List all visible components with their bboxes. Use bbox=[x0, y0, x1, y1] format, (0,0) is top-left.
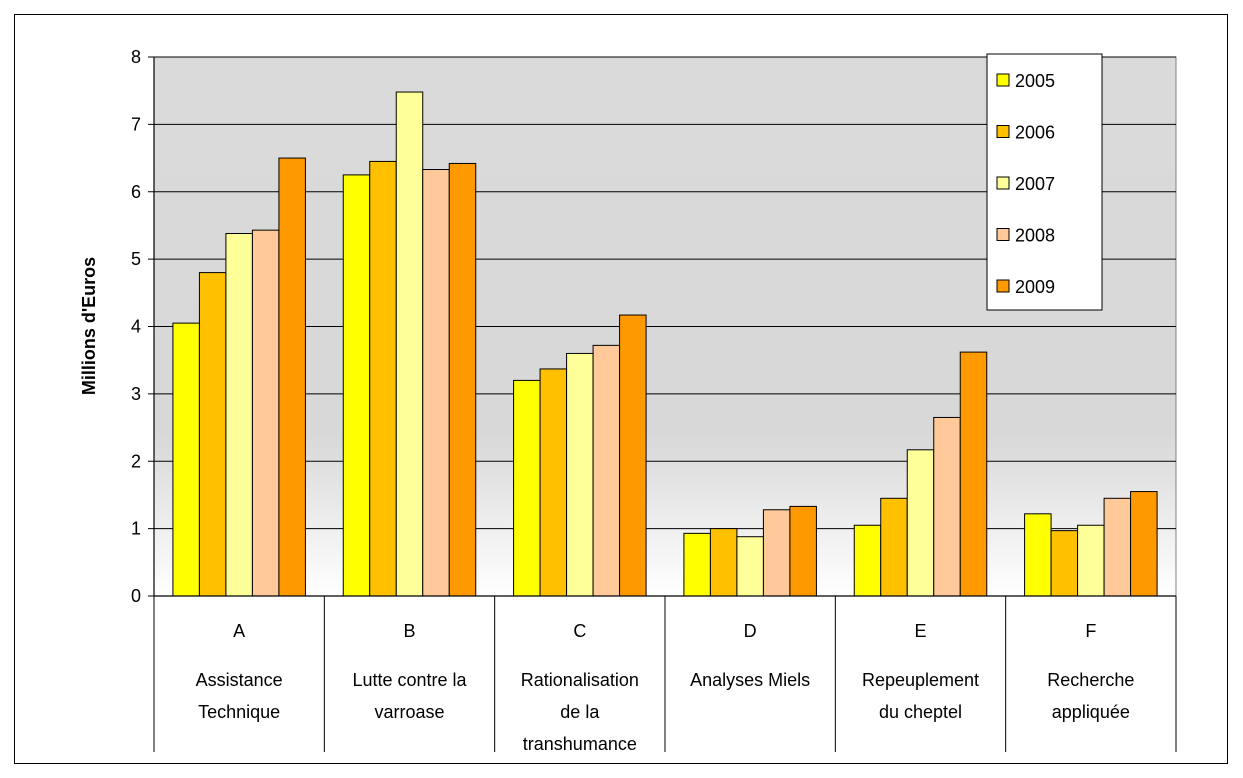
bar-2007-F bbox=[1077, 524, 1105, 597]
bar-2006-F bbox=[1050, 530, 1079, 597]
category-label: Recherche bbox=[1047, 670, 1134, 690]
y-tick-label: 6 bbox=[131, 182, 141, 202]
legend-swatch bbox=[996, 73, 1010, 87]
legend-box bbox=[986, 53, 1103, 311]
bar-2009-B bbox=[448, 162, 477, 597]
legend-swatch bbox=[996, 228, 1010, 241]
category-label: Analyses Miels bbox=[690, 670, 810, 690]
bar-2006-B bbox=[369, 160, 397, 597]
legend-label: 2006 bbox=[1015, 123, 1055, 143]
legend-swatch bbox=[996, 176, 1010, 190]
category-label: Repeuplement bbox=[862, 670, 979, 690]
bar-2009-A bbox=[278, 157, 306, 597]
category-labels: A Assistance Technique B Lutte contre la varr… bbox=[196, 621, 1135, 754]
category-letter: B bbox=[403, 621, 415, 641]
bar-2006-A bbox=[198, 272, 227, 597]
bar-2007-E bbox=[906, 449, 935, 597]
bar-2007-C bbox=[566, 352, 594, 597]
category-label: appliquée bbox=[1052, 702, 1130, 722]
bar-2005-D bbox=[683, 532, 711, 597]
legend-label: 2008 bbox=[1015, 226, 1055, 246]
bar-2007-D bbox=[736, 536, 764, 597]
legend-swatch bbox=[996, 279, 1010, 293]
y-tick-labels: 0 1 2 3 4 5 6 7 8 bbox=[131, 47, 141, 606]
category-label: du cheptel bbox=[879, 702, 962, 722]
bar-2005-E bbox=[853, 524, 882, 597]
category-label: transhumance bbox=[523, 734, 637, 754]
bar-2009-C bbox=[619, 314, 647, 597]
bar-2005-C bbox=[513, 379, 541, 597]
y-axis-label: Millions d'Euros bbox=[79, 257, 99, 395]
y-tick-label: 5 bbox=[131, 249, 141, 269]
category-letter: A bbox=[233, 621, 245, 641]
legend-label: 2005 bbox=[1015, 71, 1055, 91]
bar-2008-D bbox=[762, 509, 791, 597]
legend: 2005 2006 2007 2008 2009 bbox=[986, 53, 1103, 311]
axes bbox=[148, 56, 1177, 752]
y-tick-label: 3 bbox=[131, 384, 141, 404]
category-label: Rationalisation bbox=[521, 670, 639, 690]
bar-2005-A bbox=[172, 322, 200, 597]
bar-2009-D bbox=[789, 505, 817, 597]
y-tick-label: 4 bbox=[131, 317, 141, 337]
legend-swatch bbox=[996, 125, 1010, 138]
y-tick-label: 2 bbox=[131, 451, 141, 471]
category-letter: D bbox=[744, 621, 757, 641]
bar-2009-E bbox=[959, 351, 988, 597]
category-letter: E bbox=[914, 621, 926, 641]
category-letter: C bbox=[573, 621, 586, 641]
bar-2008-F bbox=[1103, 497, 1132, 597]
bar-2007-B bbox=[395, 91, 424, 597]
bar-2006-E bbox=[880, 497, 908, 597]
category-label: Lutte contre la bbox=[352, 670, 467, 690]
y-tick-label: 0 bbox=[131, 586, 141, 606]
legend-label: 2007 bbox=[1015, 174, 1055, 194]
legend-label: 2009 bbox=[1015, 277, 1055, 297]
y-tick-label: 8 bbox=[131, 47, 141, 67]
y-tick-label: 1 bbox=[131, 519, 141, 539]
y-tick-label: 7 bbox=[131, 114, 141, 134]
category-label: de la bbox=[560, 702, 600, 722]
bar-2008-B bbox=[422, 169, 450, 597]
bar-2008-A bbox=[251, 229, 280, 597]
bar-2005-F bbox=[1024, 513, 1052, 597]
bar-2007-A bbox=[225, 233, 253, 597]
category-label: varroase bbox=[374, 702, 444, 722]
category-label: Assistance bbox=[196, 670, 283, 690]
category-letter: F bbox=[1085, 621, 1096, 641]
category-label: Technique bbox=[198, 702, 280, 722]
bar-2006-C bbox=[539, 368, 568, 597]
bar-2006-D bbox=[709, 528, 738, 597]
bar-2008-E bbox=[933, 416, 961, 597]
bar-2009-F bbox=[1130, 491, 1158, 597]
bar-2005-B bbox=[342, 174, 371, 597]
bar-2008-C bbox=[592, 344, 621, 597]
